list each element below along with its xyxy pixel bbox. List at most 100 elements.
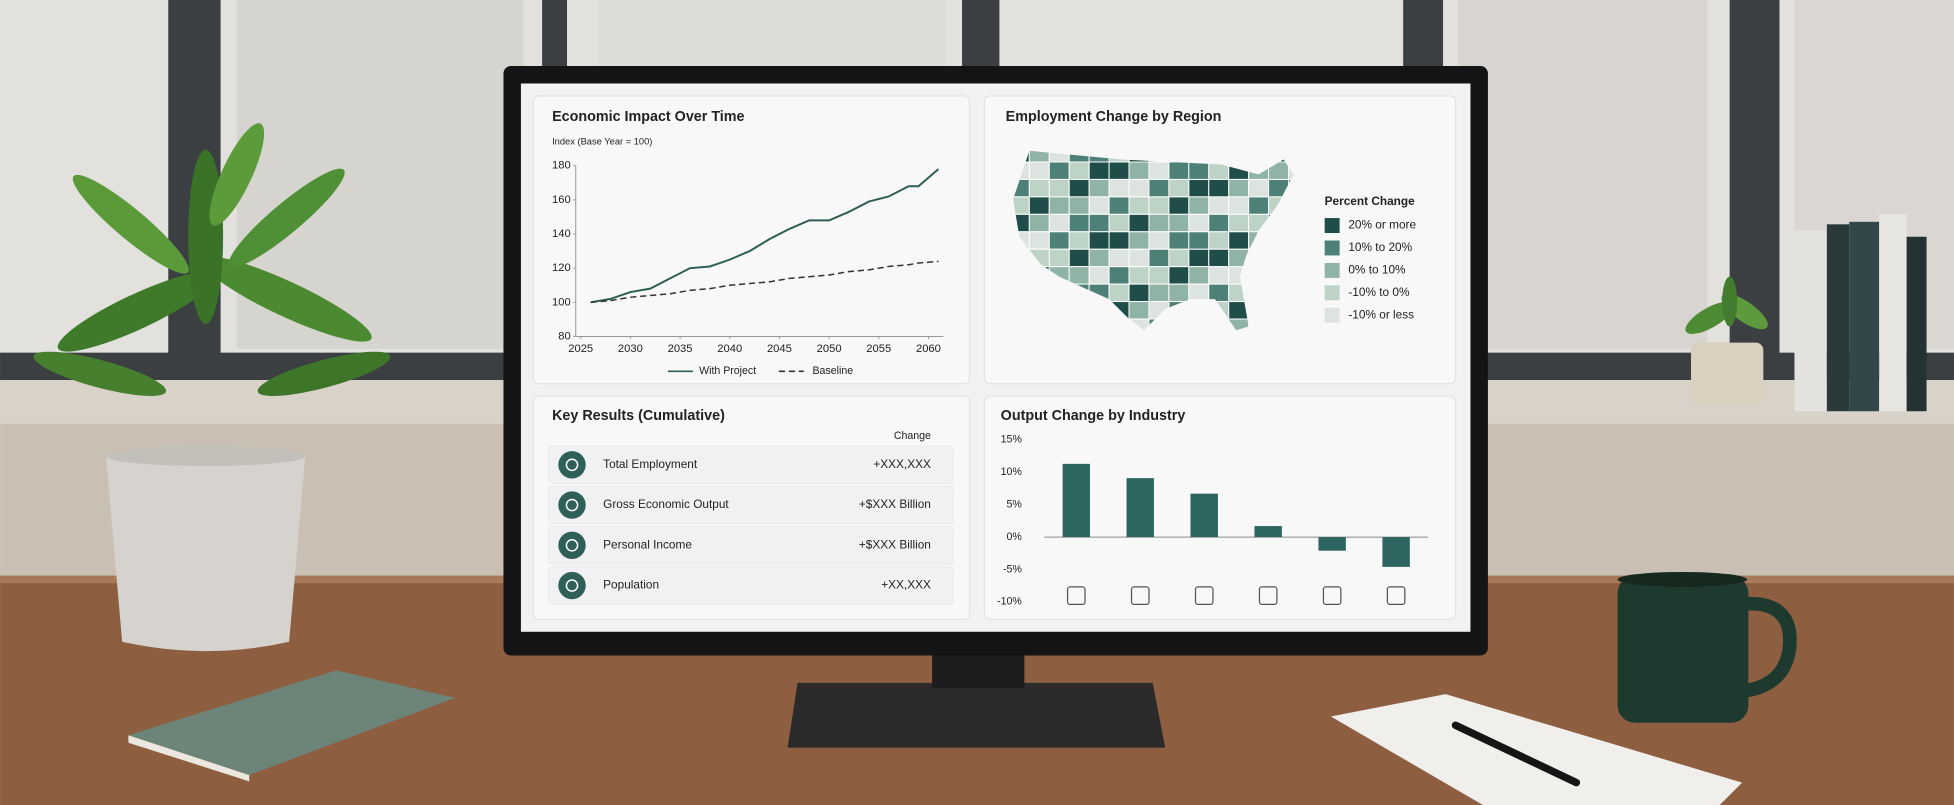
region xyxy=(1148,283,1170,303)
region xyxy=(1208,248,1230,268)
legend-label: Baseline xyxy=(813,365,854,377)
leaf xyxy=(228,168,345,268)
bar xyxy=(1318,537,1346,551)
region xyxy=(1088,231,1110,250)
region xyxy=(1088,248,1110,268)
region xyxy=(1188,196,1210,215)
y-tick-label: 100 xyxy=(552,296,571,308)
region xyxy=(1168,178,1190,198)
leaf xyxy=(1685,301,1734,334)
region xyxy=(1128,231,1150,250)
result-label: Population xyxy=(603,578,659,592)
region xyxy=(1188,283,1210,303)
region xyxy=(1288,161,1294,180)
leaf xyxy=(33,351,167,396)
region xyxy=(1148,161,1170,180)
region xyxy=(1168,213,1190,233)
legend-swatch xyxy=(1324,262,1340,278)
region xyxy=(1148,248,1170,268)
region xyxy=(1108,283,1130,303)
region xyxy=(1108,178,1130,198)
region xyxy=(1048,178,1070,198)
mug xyxy=(1617,575,1749,723)
region xyxy=(1188,266,1210,285)
book xyxy=(1794,230,1827,412)
book xyxy=(1906,236,1927,412)
notebook-pages xyxy=(128,735,250,782)
region xyxy=(1028,213,1050,233)
region xyxy=(1168,161,1190,180)
region xyxy=(1208,178,1230,198)
panel-title: Output Change by Industry xyxy=(1001,408,1186,424)
region xyxy=(1028,231,1050,250)
region xyxy=(1128,266,1150,285)
region xyxy=(1208,196,1230,215)
region xyxy=(1168,196,1190,215)
result-icon-glyph xyxy=(565,498,579,512)
region xyxy=(1068,196,1090,215)
leaf xyxy=(209,123,265,226)
building xyxy=(1458,0,1708,349)
line-series xyxy=(590,260,939,304)
region xyxy=(1248,178,1270,198)
region xyxy=(1088,178,1110,198)
result-icon xyxy=(558,531,586,560)
region xyxy=(1068,248,1090,268)
legend-label: -10% or less xyxy=(1348,307,1414,321)
region xyxy=(1048,248,1070,268)
monitor-base xyxy=(787,682,1166,748)
result-label: Personal Income xyxy=(603,537,692,551)
legend-label: -10% to 0% xyxy=(1348,285,1410,299)
y-tick-label: 15% xyxy=(1001,434,1023,446)
region xyxy=(1088,213,1110,233)
pen xyxy=(1451,721,1581,787)
result-value: +$XXX Billion xyxy=(859,497,931,511)
legend-label: 10% to 20% xyxy=(1348,240,1412,254)
result-icon-glyph xyxy=(565,458,579,472)
region xyxy=(1188,161,1210,180)
legend-label: 0% to 10% xyxy=(1348,263,1406,277)
legend-swatch xyxy=(1324,285,1340,301)
region xyxy=(1168,231,1190,250)
region xyxy=(1208,283,1230,303)
region xyxy=(1208,213,1230,233)
industry-icon xyxy=(1066,586,1086,605)
region xyxy=(1188,213,1210,233)
region xyxy=(1168,266,1190,285)
pot-rim xyxy=(105,446,306,467)
y-tick-label: 180 xyxy=(552,160,571,172)
region xyxy=(1128,283,1150,303)
result-row xyxy=(547,485,954,525)
line-series xyxy=(590,168,940,304)
region xyxy=(1128,178,1150,198)
paper xyxy=(1330,694,1743,805)
region xyxy=(1108,248,1130,268)
bar xyxy=(1190,493,1218,538)
region xyxy=(1128,248,1150,268)
region xyxy=(1228,178,1250,198)
y-tick-label: 80 xyxy=(558,330,570,342)
region xyxy=(1148,266,1170,285)
industry-icon xyxy=(1322,586,1342,605)
y-tick-label: -5% xyxy=(1003,563,1022,575)
region xyxy=(1068,161,1090,180)
x-tick-label: 2030 xyxy=(618,343,643,355)
region xyxy=(1108,266,1130,285)
legend-swatch xyxy=(1324,218,1340,234)
y-axis-label: Index (Base Year = 100) xyxy=(552,137,652,147)
industry-icon xyxy=(1194,586,1214,605)
panel-title: Key Results (Cumulative) xyxy=(552,408,725,424)
industry-icon xyxy=(1386,586,1406,605)
region xyxy=(1108,196,1130,215)
legend-label: With Project xyxy=(699,365,756,377)
region xyxy=(1128,301,1150,320)
column-header: Change xyxy=(894,430,931,442)
leaf xyxy=(72,174,189,274)
book xyxy=(1849,221,1880,412)
region xyxy=(1068,213,1090,233)
region xyxy=(1068,178,1090,198)
region xyxy=(1248,196,1270,215)
region xyxy=(1028,196,1050,215)
y-tick-label: 5% xyxy=(1007,498,1023,510)
